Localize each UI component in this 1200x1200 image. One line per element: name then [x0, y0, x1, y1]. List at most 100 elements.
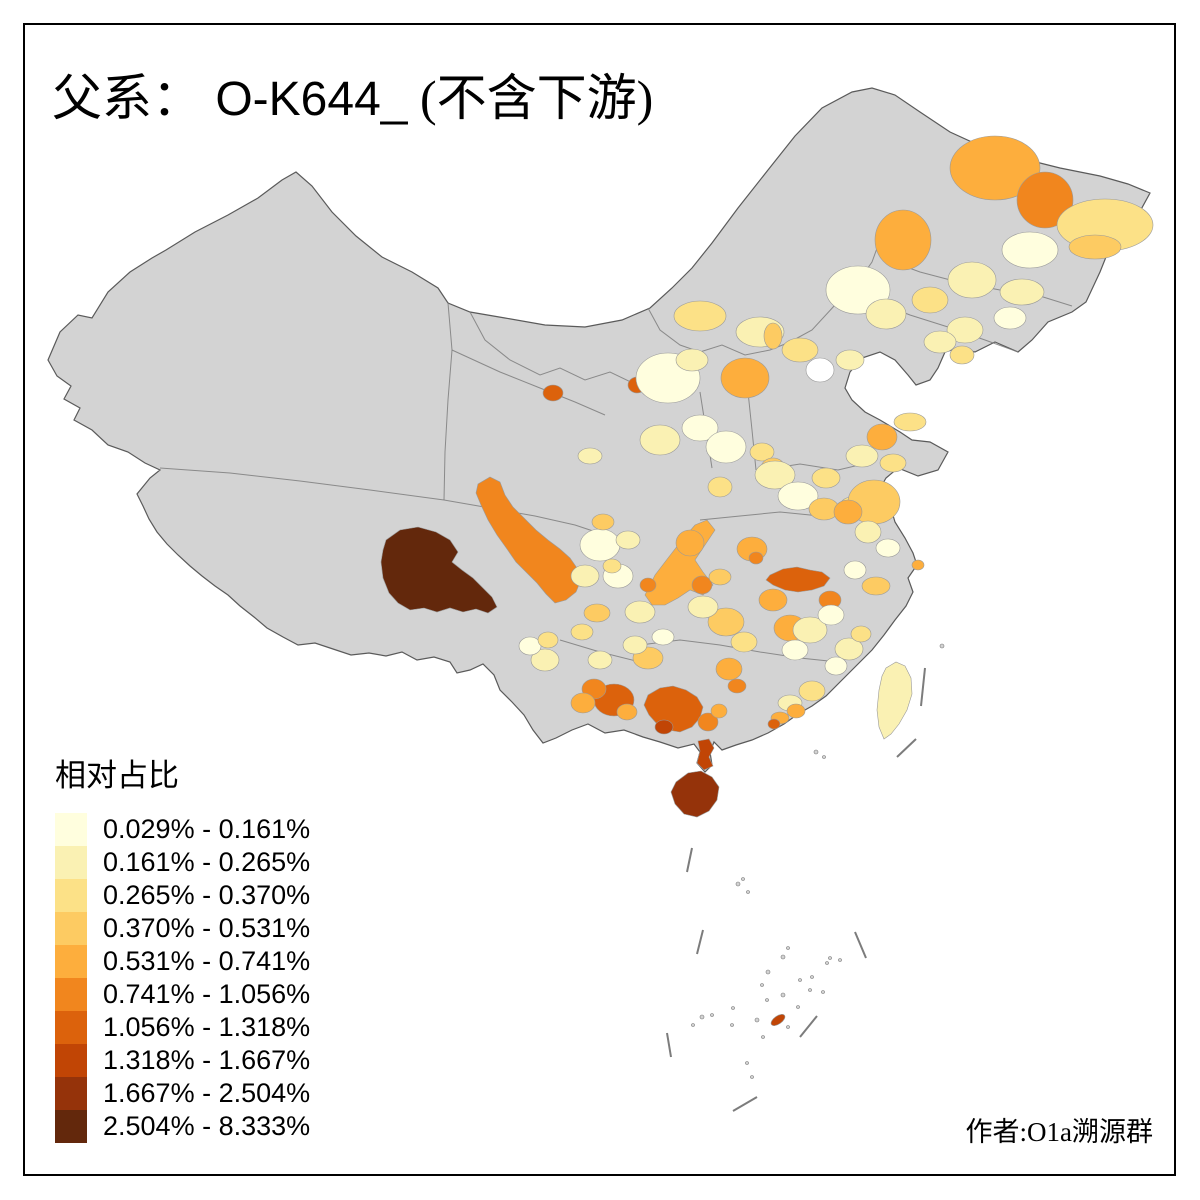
region-shannan-tibet [380, 526, 498, 614]
region-hn-sanmenxia [707, 476, 733, 498]
region-sc-meishan [570, 564, 600, 588]
region-fj-sanming [834, 637, 864, 661]
region-ne-hegang [1016, 171, 1074, 229]
page-title: 父系： O-K644_ (不含下游) [52, 58, 653, 130]
legend-range-label: 0.161% - 0.265% [103, 847, 311, 877]
region-js-huaian [833, 499, 863, 525]
region-jl-changchun [911, 286, 949, 314]
region-gd-foshan [767, 718, 781, 730]
legend-range-label: 1.667% - 2.504% [103, 1078, 311, 1108]
legend-range-label: 0.265% - 0.370% [103, 880, 311, 910]
region-hn-zhoukou [777, 481, 819, 511]
region-beijing-white [805, 357, 835, 383]
region-hun-yiyang [707, 607, 745, 637]
region-fj-longyan [824, 656, 848, 676]
legend-swatch [55, 1077, 87, 1110]
title-suffix: (不含下游) [407, 70, 654, 126]
region-ne-harbin [1001, 231, 1059, 269]
region-sd-qingdao [866, 423, 898, 451]
legend-swatch [55, 813, 87, 846]
region-hb-enshi [691, 575, 713, 595]
region-yn-kunming [530, 648, 560, 672]
legend-swatch [55, 945, 87, 978]
region-nx-guyuan [639, 424, 681, 456]
region-shanghai [911, 559, 925, 571]
region-sd-heze [845, 444, 879, 468]
nine-dash-line-segments [666, 667, 926, 1112]
plot-border-frame [23, 23, 1176, 1176]
region-sc-luzhou [624, 600, 656, 624]
region-ne-jiamusi [1068, 234, 1122, 260]
legend-range-label: 0.029% - 0.161% [103, 814, 311, 844]
region-gx-chongzuo [654, 719, 674, 735]
legend-range-label: 0.741% - 1.056% [103, 979, 311, 1009]
region-gz-bijie [622, 635, 648, 655]
region-ah-chuzhou [854, 520, 882, 544]
region-ln-dandong [949, 345, 975, 365]
region-jx-east [817, 604, 845, 626]
region-hb-jingzhou [758, 588, 788, 612]
region-he-chengde [781, 337, 819, 363]
region-gs-jiayuguan [542, 384, 564, 402]
title-haplogroup-code: O-K644_ [202, 73, 408, 126]
region-hn-anyang [749, 442, 775, 462]
region-gx-hechi [616, 703, 638, 721]
region-hainan-island [670, 770, 720, 818]
legend-rows: 0.029% - 0.161% 0.161% - 0.265% 0.265% - 0… [55, 813, 310, 1143]
region-sc-liangshan [570, 623, 594, 641]
region-hn-nanyang [675, 529, 705, 557]
legend-row: 0.029% - 0.161% [55, 813, 310, 846]
region-im-east-wedge [763, 322, 783, 350]
legend-swatch [55, 846, 87, 879]
region-hn-kaifeng [754, 460, 796, 490]
legend-swatch [55, 1011, 87, 1044]
region-scs-islet [770, 1014, 786, 1026]
legend-range-label: 1.056% - 1.318% [103, 1012, 311, 1042]
legend-row: 0.370% - 0.531% [55, 912, 310, 945]
title-prefix: 父系： [52, 70, 202, 126]
region-fj-nanping [850, 625, 872, 643]
region-gz-zunyi [651, 628, 675, 646]
region-yn-qujing [587, 650, 613, 670]
legend-range-label: 1.318% - 1.667% [103, 1045, 311, 1075]
region-sc-nanchong [615, 530, 641, 550]
region-ne-qiqihar [874, 209, 932, 271]
legend-swatch [55, 879, 87, 912]
region-gd-guangzhou [786, 703, 806, 719]
region-yn-panzhihua [537, 631, 559, 649]
region-ln-shenyang [923, 330, 957, 354]
region-zj-jinhua [861, 576, 891, 596]
legend-title: 相对占比 [55, 758, 179, 793]
legend-row: 0.161% - 0.265% [55, 846, 310, 879]
region-yn-wenshan [570, 692, 596, 714]
map-patches [380, 135, 1154, 1026]
legend-swatch [55, 1110, 87, 1143]
region-sx-linfen [705, 430, 747, 464]
region-west-sichuan [475, 476, 582, 604]
region-wuhan [765, 566, 831, 593]
region-gd-meizhou [798, 680, 826, 702]
region-jx-nanchang [792, 616, 828, 644]
region-sd-yantai [893, 412, 927, 432]
legend-range-label: 2.504% - 8.333% [103, 1111, 311, 1141]
legend-row: 1.318% - 1.667% [55, 1044, 310, 1077]
region-sc-yibin [583, 603, 611, 623]
region-sd-linyi [879, 453, 907, 473]
region-gd-zhanjiang-north [697, 712, 719, 732]
region-jx-ganzhou [781, 639, 809, 661]
mainland-outline [47, 87, 1151, 773]
region-hun-west [687, 595, 719, 619]
region-sc-mianyang [591, 513, 615, 531]
legend-row: 2.504% - 8.333% [55, 1110, 310, 1143]
legend-swatch [55, 1044, 87, 1077]
region-ne-north-hlj [949, 135, 1041, 201]
south-china-sea-islands [691, 643, 945, 1079]
legend-range-label: 0.370% - 0.531% [103, 913, 311, 943]
legend-row: 0.741% - 1.056% [55, 978, 310, 1011]
region-qh-xining [577, 447, 603, 465]
region-hb-yichang [708, 568, 732, 586]
legend-row: 1.667% - 2.504% [55, 1077, 310, 1110]
legend: 相对占比 0.029% - 0.161% 0.161% - 0.265% 0.265… [55, 750, 310, 1143]
legend-swatch [55, 978, 87, 1011]
